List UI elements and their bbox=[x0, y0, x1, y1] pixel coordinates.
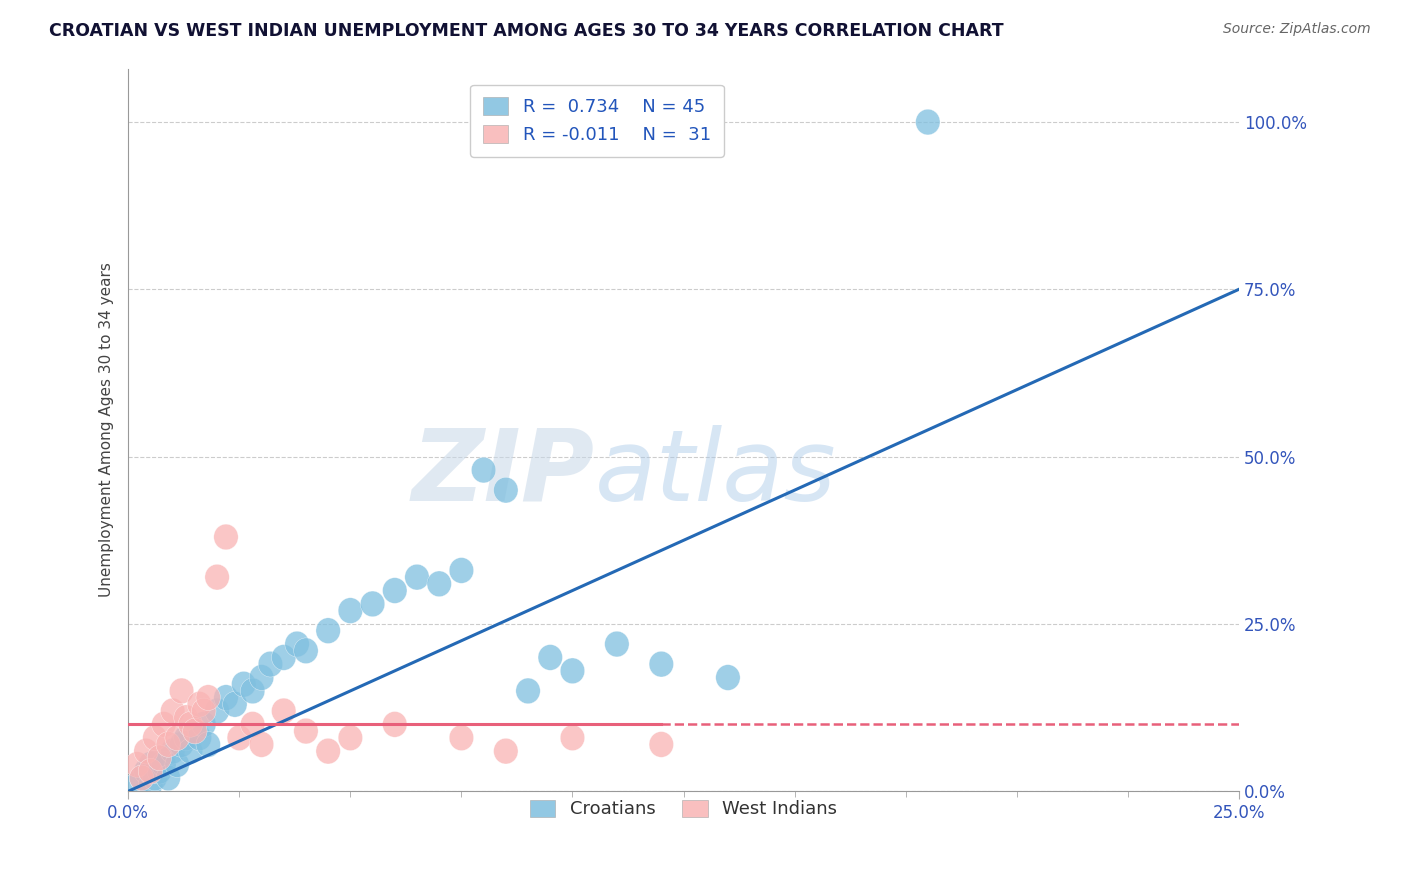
Ellipse shape bbox=[125, 752, 149, 778]
Y-axis label: Unemployment Among Ages 30 to 34 years: Unemployment Among Ages 30 to 34 years bbox=[100, 262, 114, 598]
Ellipse shape bbox=[174, 705, 198, 731]
Ellipse shape bbox=[148, 745, 172, 771]
Ellipse shape bbox=[205, 698, 229, 723]
Ellipse shape bbox=[650, 651, 673, 677]
Text: atlas: atlas bbox=[595, 425, 837, 522]
Ellipse shape bbox=[232, 672, 256, 697]
Ellipse shape bbox=[228, 725, 252, 751]
Ellipse shape bbox=[285, 632, 309, 657]
Ellipse shape bbox=[142, 765, 167, 791]
Ellipse shape bbox=[195, 731, 221, 757]
Ellipse shape bbox=[249, 731, 274, 757]
Ellipse shape bbox=[716, 665, 740, 690]
Ellipse shape bbox=[138, 752, 163, 778]
Ellipse shape bbox=[560, 658, 585, 683]
Ellipse shape bbox=[129, 765, 153, 791]
Ellipse shape bbox=[195, 685, 221, 710]
Ellipse shape bbox=[316, 618, 340, 643]
Ellipse shape bbox=[449, 725, 474, 751]
Ellipse shape bbox=[142, 725, 167, 751]
Ellipse shape bbox=[214, 524, 238, 549]
Ellipse shape bbox=[516, 678, 540, 704]
Ellipse shape bbox=[294, 638, 318, 664]
Ellipse shape bbox=[134, 758, 159, 784]
Ellipse shape bbox=[165, 725, 190, 751]
Ellipse shape bbox=[650, 731, 673, 757]
Ellipse shape bbox=[382, 578, 406, 603]
Ellipse shape bbox=[316, 739, 340, 764]
Ellipse shape bbox=[152, 712, 176, 737]
Ellipse shape bbox=[915, 109, 941, 135]
Ellipse shape bbox=[134, 739, 159, 764]
Ellipse shape bbox=[138, 758, 163, 784]
Text: CROATIAN VS WEST INDIAN UNEMPLOYMENT AMONG AGES 30 TO 34 YEARS CORRELATION CHART: CROATIAN VS WEST INDIAN UNEMPLOYMENT AMO… bbox=[49, 22, 1004, 40]
Ellipse shape bbox=[249, 665, 274, 690]
Ellipse shape bbox=[222, 691, 247, 717]
Ellipse shape bbox=[169, 731, 194, 757]
Ellipse shape bbox=[560, 725, 585, 751]
Ellipse shape bbox=[205, 565, 229, 590]
Ellipse shape bbox=[187, 725, 211, 751]
Ellipse shape bbox=[405, 565, 429, 590]
Ellipse shape bbox=[337, 725, 363, 751]
Ellipse shape bbox=[214, 685, 238, 710]
Ellipse shape bbox=[471, 458, 496, 483]
Ellipse shape bbox=[240, 678, 264, 704]
Ellipse shape bbox=[179, 739, 202, 764]
Ellipse shape bbox=[427, 571, 451, 597]
Ellipse shape bbox=[160, 698, 184, 723]
Ellipse shape bbox=[187, 691, 211, 717]
Ellipse shape bbox=[148, 758, 172, 784]
Ellipse shape bbox=[138, 772, 163, 797]
Ellipse shape bbox=[271, 645, 295, 670]
Ellipse shape bbox=[129, 765, 153, 791]
Ellipse shape bbox=[183, 718, 207, 744]
Ellipse shape bbox=[360, 591, 385, 616]
Text: Source: ZipAtlas.com: Source: ZipAtlas.com bbox=[1223, 22, 1371, 37]
Ellipse shape bbox=[538, 645, 562, 670]
Ellipse shape bbox=[605, 632, 628, 657]
Text: ZIP: ZIP bbox=[412, 425, 595, 522]
Ellipse shape bbox=[125, 772, 149, 797]
Ellipse shape bbox=[183, 718, 207, 744]
Ellipse shape bbox=[494, 477, 517, 503]
Ellipse shape bbox=[294, 718, 318, 744]
Ellipse shape bbox=[271, 698, 295, 723]
Ellipse shape bbox=[494, 739, 517, 764]
Ellipse shape bbox=[160, 739, 184, 764]
Legend: Croatians, West Indians: Croatians, West Indians bbox=[523, 792, 845, 826]
Ellipse shape bbox=[174, 725, 198, 751]
Ellipse shape bbox=[152, 752, 176, 778]
Ellipse shape bbox=[259, 651, 283, 677]
Ellipse shape bbox=[169, 678, 194, 704]
Ellipse shape bbox=[156, 765, 180, 791]
Ellipse shape bbox=[148, 745, 172, 771]
Ellipse shape bbox=[449, 558, 474, 583]
Ellipse shape bbox=[240, 712, 264, 737]
Ellipse shape bbox=[337, 598, 363, 624]
Ellipse shape bbox=[191, 698, 217, 723]
Ellipse shape bbox=[156, 731, 180, 757]
Ellipse shape bbox=[382, 712, 406, 737]
Ellipse shape bbox=[191, 712, 217, 737]
Ellipse shape bbox=[165, 752, 190, 778]
Ellipse shape bbox=[179, 712, 202, 737]
